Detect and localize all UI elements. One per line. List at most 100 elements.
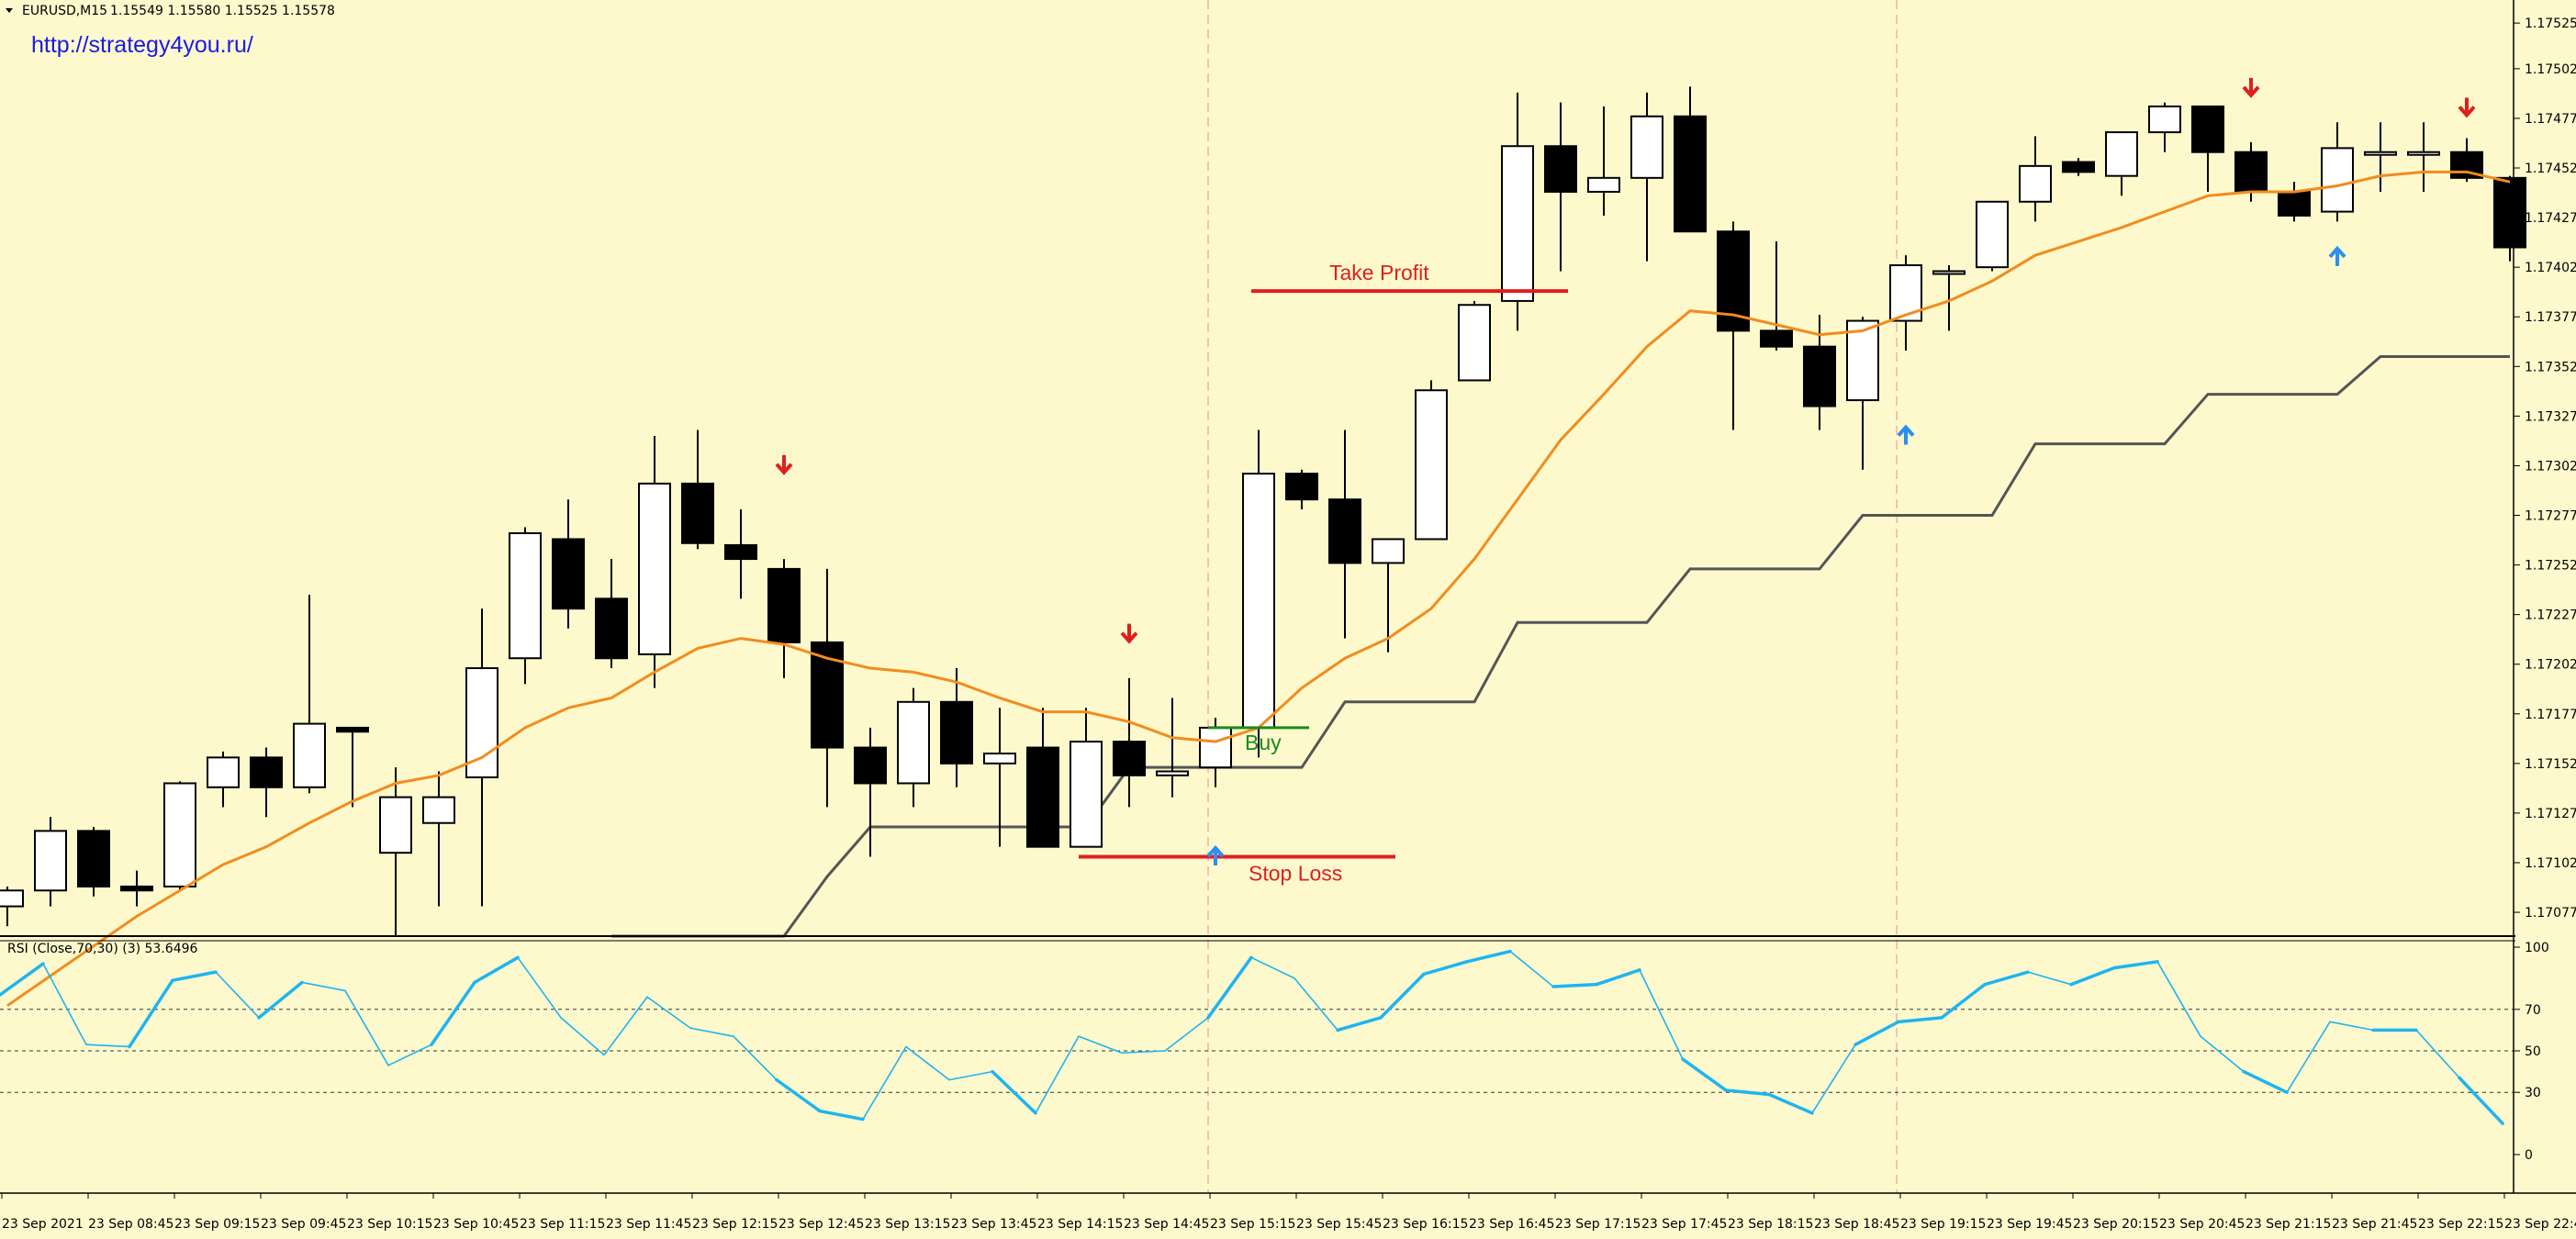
price-tick-label: 1.17477: [2525, 112, 2576, 127]
rsi-line-segment: [2112, 960, 2159, 970]
rsi-line-segment: [603, 996, 648, 1056]
bull-candle-body: [509, 531, 542, 660]
bear-candle-body: [854, 746, 887, 785]
rsi-line-segment: [689, 1027, 734, 1037]
candle: [767, 559, 801, 678]
rsi-line-segment: [1983, 970, 2030, 987]
rsi-tick-label: 50: [2525, 1044, 2541, 1059]
rsi-line-segment: [2415, 1029, 2460, 1079]
bull-candle-body: [1156, 770, 1189, 776]
candle: [1544, 102, 1577, 272]
bear-candle-body: [1328, 498, 1361, 564]
strategy-link[interactable]: http://strategy4you.ru/: [31, 32, 253, 58]
candle: [724, 509, 757, 599]
candle: [1889, 255, 1922, 351]
bull-candle-body: [897, 700, 930, 785]
bear-candle-body: [77, 830, 110, 887]
dropdown-triangle-icon[interactable]: [6, 8, 13, 13]
rsi-line-segment: [1681, 1057, 1728, 1092]
rsi-line-segment: [733, 1035, 778, 1081]
ohlc-readout: 1.15549 1.15580 1.15525 1.15578: [110, 4, 335, 18]
candle: [681, 430, 714, 550]
candle: [1587, 106, 1620, 216]
price-pane: [0, 77, 2526, 1007]
take-profit-label: Take Profit: [1329, 261, 1429, 285]
candle: [1026, 708, 1059, 848]
candle: [1242, 430, 1275, 758]
rsi-line-segment: [387, 1044, 432, 1066]
rsi-line-segment: [1422, 960, 1469, 977]
bull-candle-body: [2148, 105, 2181, 134]
bull-candle-body: [2364, 151, 2397, 156]
rsi-line-segment: [991, 1069, 1037, 1115]
bull-candle-body: [207, 756, 240, 788]
rsi-line-segment: [301, 981, 346, 992]
stop-loss-label: Stop Loss: [1249, 861, 1342, 885]
time-tick-label: 23 Sep 20:15: [2073, 1217, 2158, 1232]
time-tick-label: 23 Sep 11:45: [606, 1217, 691, 1232]
rsi-line-segment: [560, 1017, 605, 1056]
rsi-line-segment: [2458, 1076, 2504, 1125]
candle: [293, 595, 326, 794]
bear-candle-body: [1544, 145, 1577, 193]
rsi-tick-label: 100: [2525, 941, 2549, 955]
price-tick-label: 1.17227: [2525, 608, 2576, 623]
rsi-line-segment: [1509, 950, 1554, 988]
bear-candle-body: [1285, 473, 1318, 501]
candle: [163, 781, 196, 891]
time-tick-label: 23 Sep 17:15: [1555, 1217, 1641, 1232]
candle: [638, 435, 671, 688]
rsi-line-segment: [646, 996, 691, 1029]
time-tick-label: 23 Sep 15:45: [1296, 1217, 1382, 1232]
arrow-head: [1120, 631, 1138, 644]
bull-candle-body: [1976, 200, 2009, 269]
rsi-tick-label: 70: [2525, 1003, 2541, 1018]
rsi-line-segment: [171, 970, 218, 982]
time-tick-label: 23 Sep 16:15: [1383, 1217, 1468, 1232]
rsi-line-segment: [517, 956, 562, 1019]
arrow-head: [1897, 424, 1915, 437]
time-tick-label: 23 Sep 09:15: [174, 1217, 260, 1232]
rsi-line-segment: [1940, 982, 1987, 1020]
rsi-line-segment: [862, 1045, 907, 1121]
price-tick-label: 1.17202: [2525, 658, 2576, 673]
time-tick-label: 23 Sep 08:45: [88, 1217, 174, 1232]
bear-candle-body: [595, 597, 628, 660]
price-tick-label: 1.17402: [2525, 261, 2576, 275]
rsi-line-segment: [1767, 1092, 1814, 1115]
rsi-line-segment: [1294, 977, 1338, 1032]
time-tick-label: 23 Sep 10:45: [433, 1217, 519, 1232]
rsi-pane: [0, 949, 2514, 1125]
time-tick-label: 23 Sep 09:45: [261, 1217, 346, 1232]
rsi-line-segment: [257, 980, 304, 1020]
candle: [595, 559, 628, 669]
arrow-head: [2242, 85, 2260, 98]
candle: [854, 727, 887, 857]
candle: [940, 668, 973, 787]
rsi-line-segment: [1078, 1035, 1123, 1055]
rsi-line-segment: [473, 955, 520, 985]
rsi-line-segment: [905, 1045, 950, 1081]
bull-candle-body: [1889, 263, 1922, 322]
bear-candle-body: [1803, 345, 1836, 407]
time-tick-label: 23 Sep 22:45: [2504, 1217, 2576, 1232]
rsi-line-segment: [818, 1109, 865, 1122]
rsi-line-segment: [1724, 1088, 1771, 1097]
candle: [120, 870, 153, 907]
rsi-line-segment: [1164, 1017, 1209, 1052]
rsi-line-segment: [2200, 1035, 2245, 1073]
time-tick-label: 23 Sep 18:45: [1814, 1217, 1899, 1232]
bear-candle-body: [2234, 151, 2268, 193]
bull-candle-body: [1415, 389, 1448, 541]
time-tick-label: 23 Sep 19:15: [1900, 1217, 1986, 1232]
candle: [1846, 317, 1879, 470]
candle: [1760, 241, 1793, 351]
rsi-line-segment: [344, 989, 389, 1066]
candle: [983, 708, 1016, 847]
rsi-line-segment: [1035, 1035, 1080, 1114]
bear-candle-body: [724, 543, 757, 561]
bear-candle-body: [250, 756, 283, 788]
price-tick-label: 1.17127: [2525, 807, 2576, 821]
price-tick-label: 1.17502: [2525, 62, 2576, 77]
